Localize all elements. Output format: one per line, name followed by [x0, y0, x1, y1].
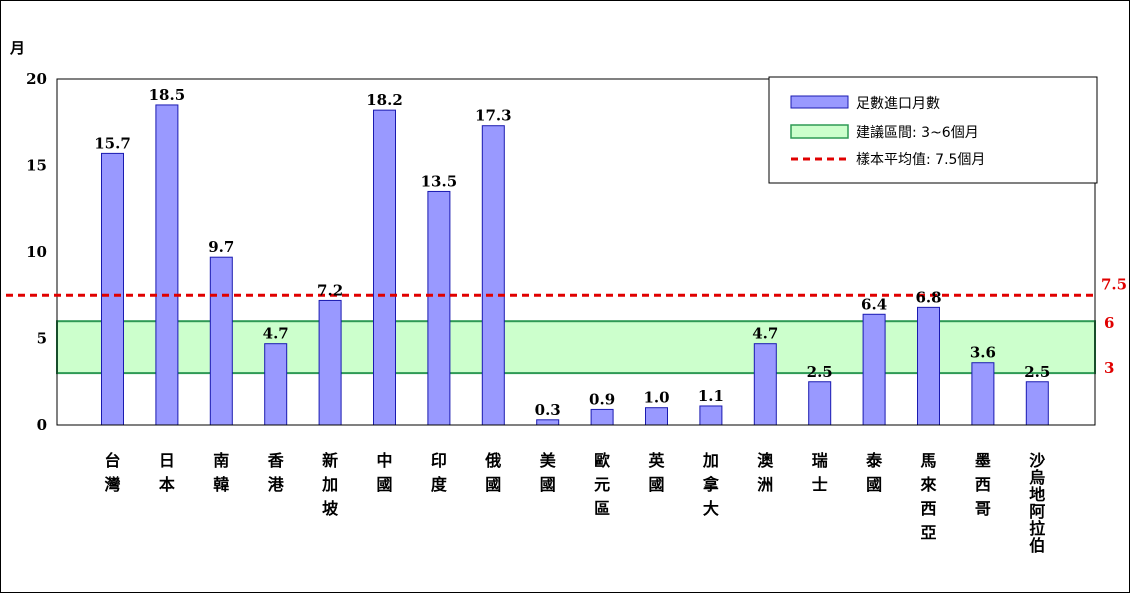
bar [101, 152, 124, 426]
x-category-label: 墨西哥 [975, 451, 991, 518]
x-category-label: 俄國 [484, 451, 501, 494]
x-category-label: 台灣 [104, 451, 120, 494]
bar [264, 343, 288, 426]
bar-value-label: 17.3 [475, 107, 512, 125]
bar-value-label: 1.0 [643, 389, 669, 407]
x-category-label: 澳洲 [757, 451, 774, 494]
band-lower-label: 3 [1104, 359, 1114, 377]
legend-swatch-bars [790, 95, 849, 109]
bar [862, 313, 886, 426]
bar [590, 408, 614, 426]
bar [536, 419, 560, 426]
bar-value-label: 7.2 [317, 281, 343, 299]
bar-value-label: 6.8 [915, 288, 941, 306]
plot-area [56, 78, 1096, 426]
average-value-label: 7.5 [1101, 275, 1127, 293]
x-category-label: 印度 [431, 451, 448, 494]
y-tick-label: 15 [26, 157, 47, 175]
bar [427, 190, 451, 426]
bar [753, 343, 777, 426]
bar-labels-group: 15.7 18.5 9.7 4.7 7.2 18.2 13.5 17.3 0.3 0.9 1.0 1.… [94, 86, 1050, 419]
bar-value-label: 1.1 [698, 387, 724, 405]
bar [373, 109, 396, 426]
x-category-label: 中國 [376, 451, 392, 494]
y-axis-label: 月 [9, 39, 25, 57]
bar-value-label: 4.7 [263, 325, 289, 343]
x-category-label: 泰國 [865, 451, 883, 494]
y-tick-label: 0 [37, 416, 47, 434]
y-tick-label: 20 [26, 70, 47, 88]
x-category-label: 新加坡 [321, 451, 339, 518]
x-category-label: 南韓 [213, 451, 229, 494]
bar-value-label: 0.9 [589, 390, 615, 408]
bar [808, 381, 832, 426]
bar-value-label: 9.7 [208, 238, 234, 256]
bar-value-label: 18.2 [366, 91, 403, 109]
x-category-label: 香港 [267, 451, 285, 494]
legend-swatch-band [790, 124, 849, 139]
bar-value-label: 0.3 [535, 401, 561, 419]
bar [1025, 381, 1049, 426]
legend-label-band: 建議區間: 3~6個月 [856, 124, 979, 141]
x-category-label: 歐元區 [594, 451, 610, 518]
bar [645, 407, 668, 426]
x-category-label: 日本 [159, 451, 175, 494]
y-tick-label: 10 [26, 243, 47, 261]
x-category-label: 美國 [540, 451, 557, 494]
bar [209, 256, 233, 426]
bar [318, 299, 342, 426]
bar-value-label: 2.5 [807, 363, 833, 381]
x-category-label: 英國 [647, 451, 665, 494]
legend: 足數進口月數 建議區間: 3~6個月 樣本平均值: 7.5個月 [768, 76, 1098, 184]
bar-value-label: 2.5 [1024, 363, 1050, 381]
bar-value-label: 3.6 [970, 344, 996, 362]
bar-value-label: 13.5 [421, 172, 458, 190]
x-category-label: 馬來西亞 [920, 451, 936, 542]
bar [699, 405, 723, 426]
x-category-label: 沙烏地阿拉伯 [1029, 451, 1045, 555]
bar-value-label: 18.5 [149, 86, 186, 104]
y-tick-label: 5 [37, 330, 47, 348]
bars-group [101, 104, 1049, 426]
bar-value-label: 6.4 [861, 295, 887, 313]
band-upper-label: 6 [1104, 314, 1114, 332]
y-axis: 0 5 10 15 20 [26, 70, 47, 434]
legend-label-average: 樣本平均值: 7.5個月 [856, 151, 985, 168]
bar [155, 104, 179, 426]
x-category-label: 加拿大 [702, 451, 720, 518]
bar [917, 306, 940, 426]
x-category-label: 瑞士 [812, 451, 828, 494]
bar-value-label: 4.7 [752, 325, 778, 343]
bar [971, 362, 995, 426]
bar-value-label: 15.7 [94, 134, 131, 152]
legend-label-bars: 足數進口月數 [856, 96, 940, 112]
bar [481, 125, 505, 426]
